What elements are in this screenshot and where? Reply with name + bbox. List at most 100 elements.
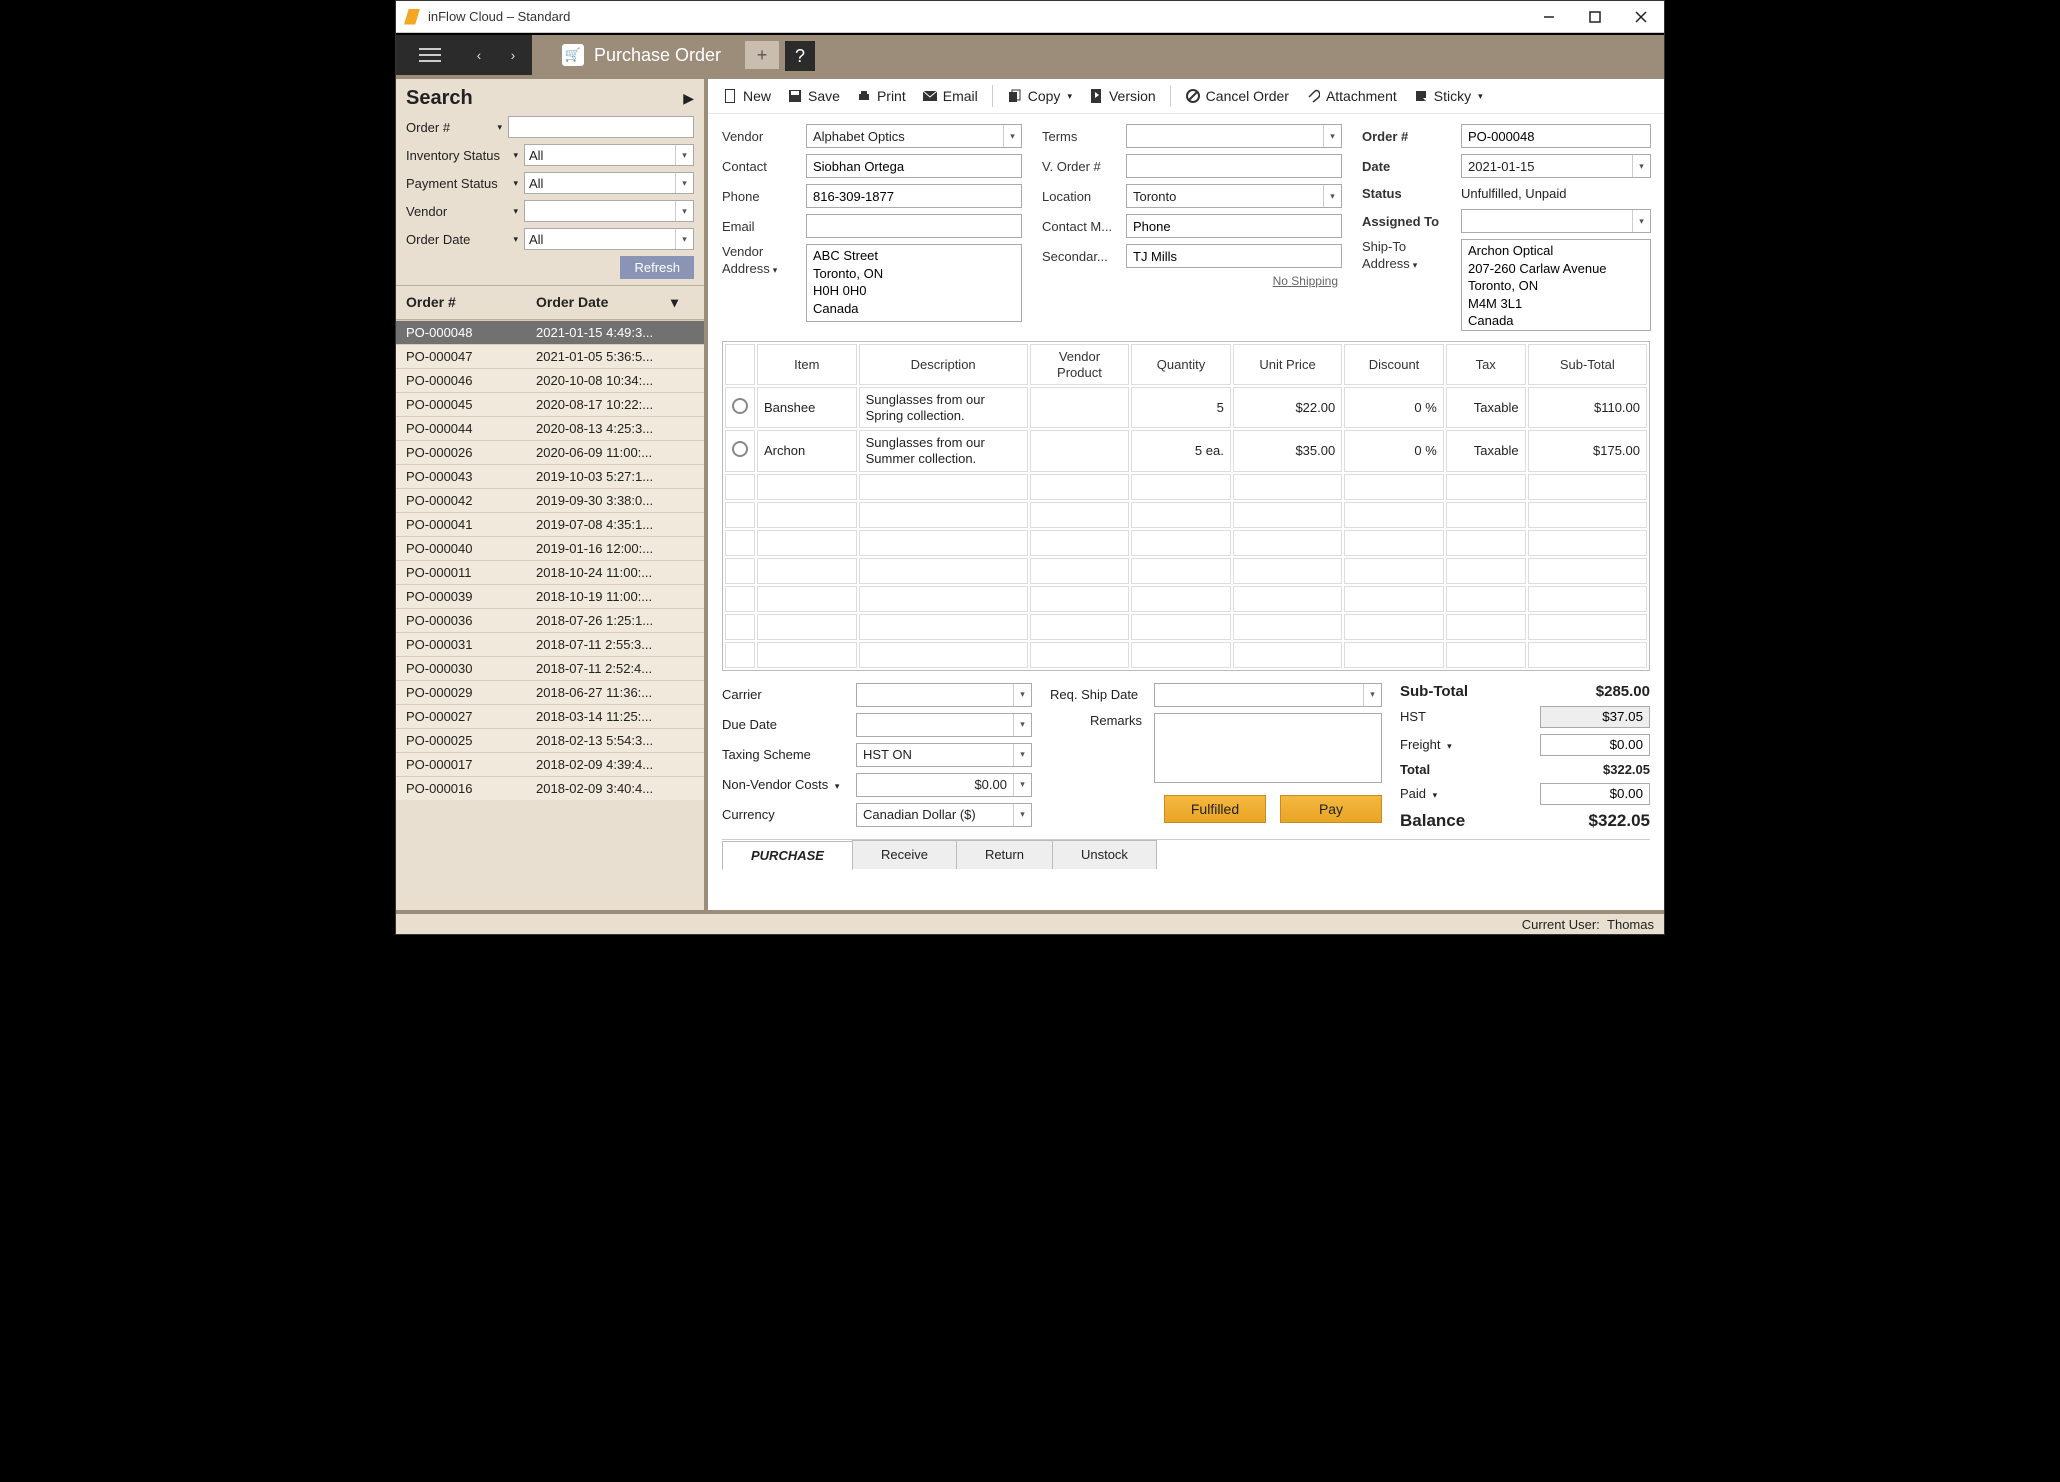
no-shipping-link[interactable]: No Shipping bbox=[1042, 274, 1342, 288]
order-list-row[interactable]: PO-0000312018-07-11 2:55:3... bbox=[396, 632, 704, 656]
order-list-row[interactable]: PO-0000432019-10-03 5:27:1... bbox=[396, 464, 704, 488]
item-row-empty[interactable] bbox=[725, 502, 1647, 528]
cell-price[interactable]: $35.00 bbox=[1233, 430, 1342, 471]
minimize-button[interactable] bbox=[1526, 1, 1572, 33]
item-row-empty[interactable] bbox=[725, 614, 1647, 640]
row-selector[interactable] bbox=[725, 430, 755, 471]
val-freight[interactable] bbox=[1540, 734, 1650, 756]
cell-vp[interactable] bbox=[1030, 387, 1130, 428]
order-list-row[interactable]: PO-0000162018-02-09 3:40:4... bbox=[396, 776, 704, 800]
field-contactmethod[interactable] bbox=[1126, 214, 1342, 238]
th-item[interactable]: Item bbox=[757, 344, 857, 385]
cell-disc[interactable]: 0 % bbox=[1344, 430, 1444, 471]
cell-qty[interactable]: 5 ea. bbox=[1131, 430, 1231, 471]
filter-combo-orderdate[interactable]: All▾ bbox=[524, 228, 694, 250]
tb-version[interactable]: Version bbox=[1082, 85, 1162, 107]
cell-item[interactable]: Archon bbox=[757, 430, 857, 471]
sort-desc-icon[interactable]: ▾ bbox=[671, 294, 678, 311]
chevron-down-icon[interactable]: ▾ bbox=[513, 234, 518, 245]
btab-unstock[interactable]: Unstock bbox=[1052, 840, 1157, 869]
chevron-down-icon[interactable]: ▾ bbox=[773, 265, 778, 275]
cell-sub[interactable]: $175.00 bbox=[1528, 430, 1647, 471]
field-terms[interactable]: ▾ bbox=[1126, 124, 1342, 148]
th-tax[interactable]: Tax bbox=[1446, 344, 1526, 385]
th-disc[interactable]: Discount bbox=[1344, 344, 1444, 385]
item-row-empty[interactable] bbox=[725, 530, 1647, 556]
item-row-empty[interactable] bbox=[725, 474, 1647, 500]
tab-add-button[interactable]: + bbox=[745, 41, 779, 69]
chevron-down-icon[interactable]: ▾ bbox=[1447, 741, 1452, 751]
filter-combo-invstatus[interactable]: All▾ bbox=[524, 144, 694, 166]
filter-combo-vendor[interactable]: ▾ bbox=[524, 200, 694, 222]
collapse-sidebar-icon[interactable]: ▶ bbox=[683, 90, 694, 107]
item-row[interactable]: Archon Sunglasses from our Summer collec… bbox=[725, 430, 1647, 471]
field-phone[interactable] bbox=[806, 184, 1022, 208]
order-list-row[interactable]: PO-0000362018-07-26 1:25:1... bbox=[396, 608, 704, 632]
item-row-empty[interactable] bbox=[725, 642, 1647, 668]
field-contact[interactable] bbox=[806, 154, 1022, 178]
field-vendor-address[interactable] bbox=[806, 244, 1022, 322]
fulfilled-button[interactable]: Fulfilled bbox=[1164, 795, 1266, 823]
btab-purchase[interactable]: PURCHASE bbox=[722, 841, 853, 870]
chevron-down-icon[interactable]: ▾ bbox=[513, 150, 518, 161]
field-email[interactable] bbox=[806, 214, 1022, 238]
th-vp[interactable]: Vendor Product bbox=[1030, 344, 1130, 385]
chevron-down-icon[interactable]: ▾ bbox=[513, 206, 518, 217]
tb-email[interactable]: Email bbox=[916, 85, 984, 107]
val-paid[interactable] bbox=[1540, 783, 1650, 805]
order-list-row[interactable]: PO-0000462020-10-08 10:34:... bbox=[396, 368, 704, 392]
chevron-down-icon[interactable]: ▾ bbox=[497, 122, 502, 133]
cell-item[interactable]: Banshee bbox=[757, 387, 857, 428]
field-nonvendor[interactable]: $0.00▾ bbox=[856, 773, 1032, 797]
th-qty[interactable]: Quantity bbox=[1131, 344, 1231, 385]
chevron-down-icon[interactable]: ▾ bbox=[1433, 790, 1438, 800]
cell-sub[interactable]: $110.00 bbox=[1528, 387, 1647, 428]
order-list-row[interactable]: PO-0000262020-06-09 11:00:... bbox=[396, 440, 704, 464]
field-taxing[interactable]: HST ON▾ bbox=[856, 743, 1032, 767]
filter-input-orderno[interactable] bbox=[508, 116, 694, 138]
btab-return[interactable]: Return bbox=[956, 840, 1053, 869]
pay-button[interactable]: Pay bbox=[1280, 795, 1382, 823]
refresh-button[interactable]: Refresh bbox=[620, 256, 694, 279]
order-list-row[interactable]: PO-0000422019-09-30 3:38:0... bbox=[396, 488, 704, 512]
field-duedate[interactable]: ▾ bbox=[856, 713, 1032, 737]
order-list-row[interactable]: PO-0000452020-08-17 10:22:... bbox=[396, 392, 704, 416]
field-shipto[interactable] bbox=[1461, 239, 1651, 331]
th-price[interactable]: Unit Price bbox=[1233, 344, 1342, 385]
tb-print[interactable]: Print bbox=[850, 85, 912, 107]
tb-save[interactable]: Save bbox=[781, 85, 846, 107]
th-desc[interactable]: Description bbox=[859, 344, 1028, 385]
field-reqship[interactable]: ▾ bbox=[1154, 683, 1382, 707]
chevron-down-icon[interactable]: ▾ bbox=[835, 781, 840, 791]
cell-tax[interactable]: Taxable bbox=[1446, 387, 1526, 428]
field-date[interactable]: 2021-01-15▾ bbox=[1461, 154, 1651, 178]
order-list-row[interactable]: PO-0000302018-07-11 2:52:4... bbox=[396, 656, 704, 680]
menu-button[interactable] bbox=[400, 39, 460, 71]
val-hst[interactable] bbox=[1540, 706, 1650, 728]
chevron-down-icon[interactable]: ▾ bbox=[1413, 260, 1418, 270]
tb-new[interactable]: New bbox=[716, 85, 777, 107]
tb-copy[interactable]: Copy▾ bbox=[1001, 85, 1078, 107]
col-header-date[interactable]: Order Date bbox=[536, 294, 608, 311]
cell-vp[interactable] bbox=[1030, 430, 1130, 471]
btab-receive[interactable]: Receive bbox=[852, 840, 957, 869]
tb-sticky[interactable]: Sticky▾ bbox=[1407, 85, 1489, 107]
row-selector[interactable] bbox=[725, 387, 755, 428]
nav-back-button[interactable]: ‹ bbox=[464, 39, 494, 71]
order-list-row[interactable]: PO-0000272018-03-14 11:25:... bbox=[396, 704, 704, 728]
th-sub[interactable]: Sub-Total bbox=[1528, 344, 1647, 385]
item-row[interactable]: Banshee Sunglasses from our Spring colle… bbox=[725, 387, 1647, 428]
order-list-row[interactable]: PO-0000442020-08-13 4:25:3... bbox=[396, 416, 704, 440]
order-list-row[interactable]: PO-0000112018-10-24 11:00:... bbox=[396, 560, 704, 584]
order-list-row[interactable]: PO-0000172018-02-09 4:39:4... bbox=[396, 752, 704, 776]
field-orderno[interactable] bbox=[1461, 124, 1651, 148]
field-remarks[interactable] bbox=[1154, 713, 1382, 783]
order-list-row[interactable]: PO-0000402019-01-16 12:00:... bbox=[396, 536, 704, 560]
order-list-row[interactable]: PO-0000482021-01-15 4:49:3... bbox=[396, 320, 704, 344]
item-row-empty[interactable] bbox=[725, 586, 1647, 612]
tb-cancel[interactable]: Cancel Order bbox=[1179, 85, 1295, 107]
close-button[interactable] bbox=[1618, 1, 1664, 33]
order-list-row[interactable]: PO-0000412019-07-08 4:35:1... bbox=[396, 512, 704, 536]
cell-tax[interactable]: Taxable bbox=[1446, 430, 1526, 471]
chevron-down-icon[interactable]: ▾ bbox=[513, 178, 518, 189]
